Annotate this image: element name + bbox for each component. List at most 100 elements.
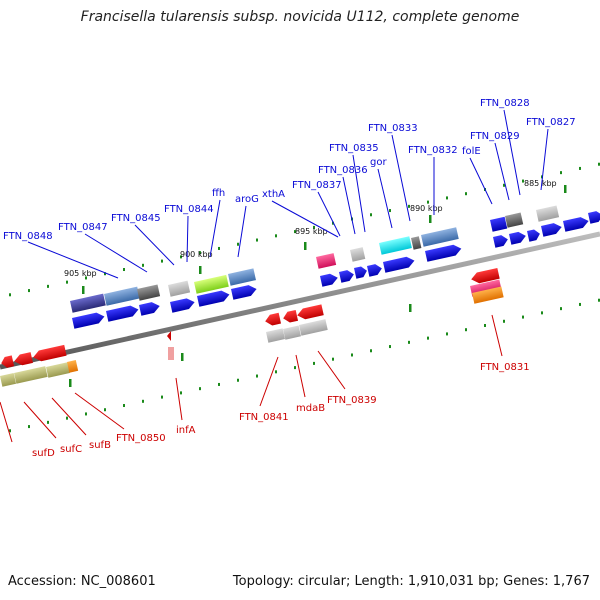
kbp-label: 885 kbp (524, 179, 557, 188)
forward-gene-arrow (527, 229, 540, 242)
reverse-tick (446, 332, 448, 336)
reverse-tick (427, 336, 429, 340)
gene-label: FTN_0829 (470, 131, 520, 142)
leader-line (317, 350, 346, 390)
gene-label: FTN_0827 (526, 117, 576, 128)
forward-tick (446, 196, 448, 200)
forward-tick (161, 259, 163, 263)
forward-tick (332, 221, 334, 225)
reverse-tick (503, 319, 505, 323)
forward-gene-arrow (493, 235, 508, 248)
leader-line (352, 154, 366, 233)
forward-tick (275, 234, 277, 238)
leader-line (503, 109, 521, 196)
forward-tick (427, 200, 429, 204)
leader-line (237, 205, 247, 258)
leader-line (295, 354, 306, 398)
gene-label: FTN_0850 (116, 433, 166, 444)
forward-tick (85, 276, 87, 280)
reverse-gene-arrow (1, 355, 15, 368)
gene-label: infA (176, 425, 196, 436)
reverse-tick (9, 429, 11, 433)
reverse-tick (560, 307, 562, 311)
gene-label: mdaB (296, 403, 325, 414)
reverse-tick (313, 361, 315, 365)
kbp-label: 895 kbp (295, 227, 328, 236)
reverse-gene-arrow (297, 304, 324, 320)
reverse-tick (180, 391, 182, 395)
kbp-label: 890 kbp (410, 204, 443, 213)
forward-tick (123, 268, 125, 272)
reverse-tick (66, 416, 68, 420)
forward-gene-arrow (320, 273, 338, 287)
reverse-tick (47, 420, 49, 424)
forward-tick (28, 289, 30, 293)
reverse-tick (123, 404, 125, 408)
forward-tick (465, 192, 467, 196)
forward-tick (579, 166, 581, 170)
reverse-tick (275, 370, 277, 374)
forward-tick (313, 225, 315, 229)
gene-label: FTN_0835 (329, 143, 379, 154)
reverse-gene-arrow (283, 309, 299, 323)
forward-tick (199, 251, 201, 255)
forward-feature-box (505, 212, 524, 228)
gene-label: FTN_0828 (480, 98, 530, 109)
forward-tick (389, 209, 391, 213)
forward-tick (370, 213, 372, 217)
reverse-tick (199, 387, 201, 391)
reverse-tick (85, 412, 87, 416)
reverse-gene-arrow (14, 352, 33, 366)
genome-backbone (0, 231, 600, 370)
reverse-gene-arrow (471, 267, 500, 284)
leader-line (134, 224, 175, 266)
forward-gene-arrow (509, 231, 526, 245)
reverse-tick (256, 374, 258, 378)
reverse-tick (237, 378, 239, 382)
reverse-tick (541, 311, 543, 315)
leader-line (84, 233, 148, 273)
major-tick (69, 379, 72, 387)
kbp-label: 905 kbp (64, 269, 97, 278)
leader-line (342, 176, 356, 235)
forward-tick (104, 272, 106, 276)
forward-tick (598, 162, 600, 166)
gene-label: FTN_0836 (318, 165, 368, 176)
forward-gene-arrow (383, 256, 415, 273)
leader-line (391, 134, 411, 222)
major-tick (82, 286, 85, 294)
gene-label: folE (462, 146, 481, 157)
forward-feature-box (316, 253, 337, 269)
forward-tick (408, 204, 410, 208)
reverse-feature-box (168, 347, 174, 360)
reverse-feature-box (282, 325, 302, 340)
gene-label: FTN_0832 (408, 145, 458, 156)
leader-line (377, 168, 393, 229)
forward-gene-arrow (425, 244, 462, 262)
reverse-tick (522, 315, 524, 319)
forward-tick (47, 284, 49, 288)
reverse-tick (28, 425, 30, 429)
forward-tick (541, 175, 543, 179)
reverse-feature-box (265, 328, 285, 343)
gene-label: FTN_0847 (58, 222, 108, 233)
leader-line (491, 314, 503, 357)
leader-line (259, 356, 279, 407)
gene-label: FTN_0831 (480, 362, 530, 373)
reverse-tick (104, 408, 106, 412)
gene-label: FTN_0833 (368, 123, 418, 134)
forward-gene-arrow (231, 285, 257, 300)
forward-tick (294, 230, 296, 234)
major-tick (181, 353, 184, 361)
major-tick (429, 215, 432, 223)
forward-tick (66, 280, 68, 284)
gene-label: aroG (235, 194, 259, 205)
reverse-feature-box (471, 286, 504, 304)
reverse-feature-box (67, 360, 79, 373)
gene-label: FTN_0845 (111, 213, 161, 224)
leader-line (27, 241, 119, 279)
leader-line (51, 397, 87, 436)
leader-line (23, 401, 57, 439)
forward-feature-box (378, 236, 412, 255)
leader-line (540, 128, 549, 191)
